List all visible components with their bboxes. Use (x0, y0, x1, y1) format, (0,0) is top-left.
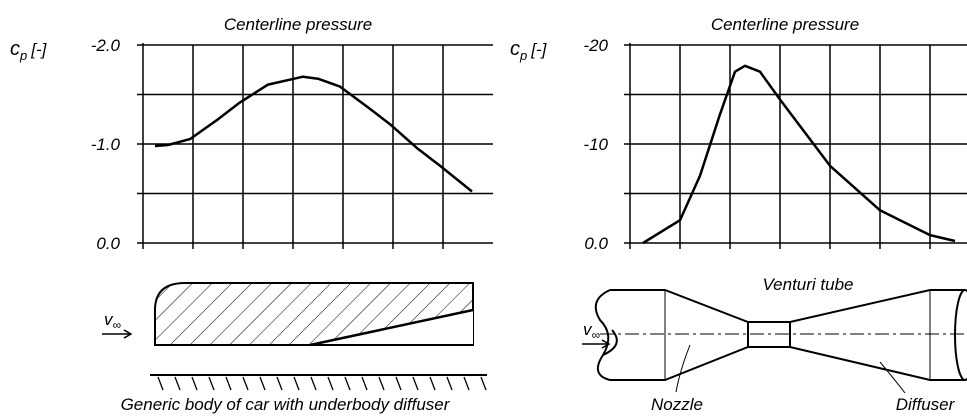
y-label: cp [-] (10, 38, 48, 63)
y-label-subscript: p (519, 48, 527, 63)
ground-hatch (361, 376, 368, 391)
venturi-title: Venturi tube (762, 275, 853, 294)
chart-title: Centerline pressure (224, 15, 372, 34)
ground-hatch (225, 376, 232, 391)
ground-hatch (327, 376, 334, 391)
nozzle-label: Nozzle (651, 395, 703, 414)
ground-hatch (480, 376, 487, 391)
y-tick-label: -1.0 (91, 135, 121, 154)
ground-hatch (429, 376, 436, 391)
y-tick-label: 0.0 (96, 234, 120, 253)
data-line (154, 75, 473, 193)
ground-hatch (446, 376, 453, 391)
ground-hatch (242, 376, 249, 391)
venturi-diagram (582, 289, 967, 394)
chart-title: Centerline pressure (711, 15, 859, 34)
car-diagram (102, 282, 487, 391)
y-tick-label: -10 (583, 135, 608, 154)
flow-label: v∞ (104, 310, 122, 332)
y-label-subscript: p (19, 48, 27, 63)
chart (624, 43, 967, 249)
ground-hatch (378, 376, 385, 391)
ground-hatch (310, 376, 317, 391)
flow-label: v∞ (583, 320, 601, 342)
ground-hatch (412, 376, 419, 391)
y-tick-label: -2.0 (91, 36, 121, 55)
y-label-symbol: c (510, 38, 520, 60)
ground-hatch (293, 376, 300, 391)
y-label-symbol: c (10, 38, 20, 60)
data-line (642, 64, 956, 245)
chart (137, 43, 493, 249)
ground-hatch (191, 376, 198, 391)
ground-hatch (395, 376, 402, 391)
y-tick-label: 0.0 (584, 234, 608, 253)
flow-symbol: v (104, 310, 114, 329)
y-label: cp [-] (510, 38, 548, 63)
ground-hatch (208, 376, 215, 391)
car-caption: Generic body of car with underbody diffu… (121, 395, 451, 414)
ground-hatch (344, 376, 351, 391)
flow-subscript: ∞ (113, 318, 122, 332)
flow-symbol: v (583, 320, 593, 339)
diffuser-label: Diffuser (896, 395, 956, 414)
flow-subscript: ∞ (592, 328, 601, 342)
ground-hatch (174, 376, 181, 391)
ground-hatch (157, 376, 164, 391)
ground-hatch (276, 376, 283, 391)
ground-hatch (463, 376, 470, 391)
ground-hatch (259, 376, 266, 391)
y-label-unit: [-] (30, 40, 47, 59)
y-label-unit: [-] (530, 40, 547, 59)
y-tick-label: -20 (583, 36, 608, 55)
